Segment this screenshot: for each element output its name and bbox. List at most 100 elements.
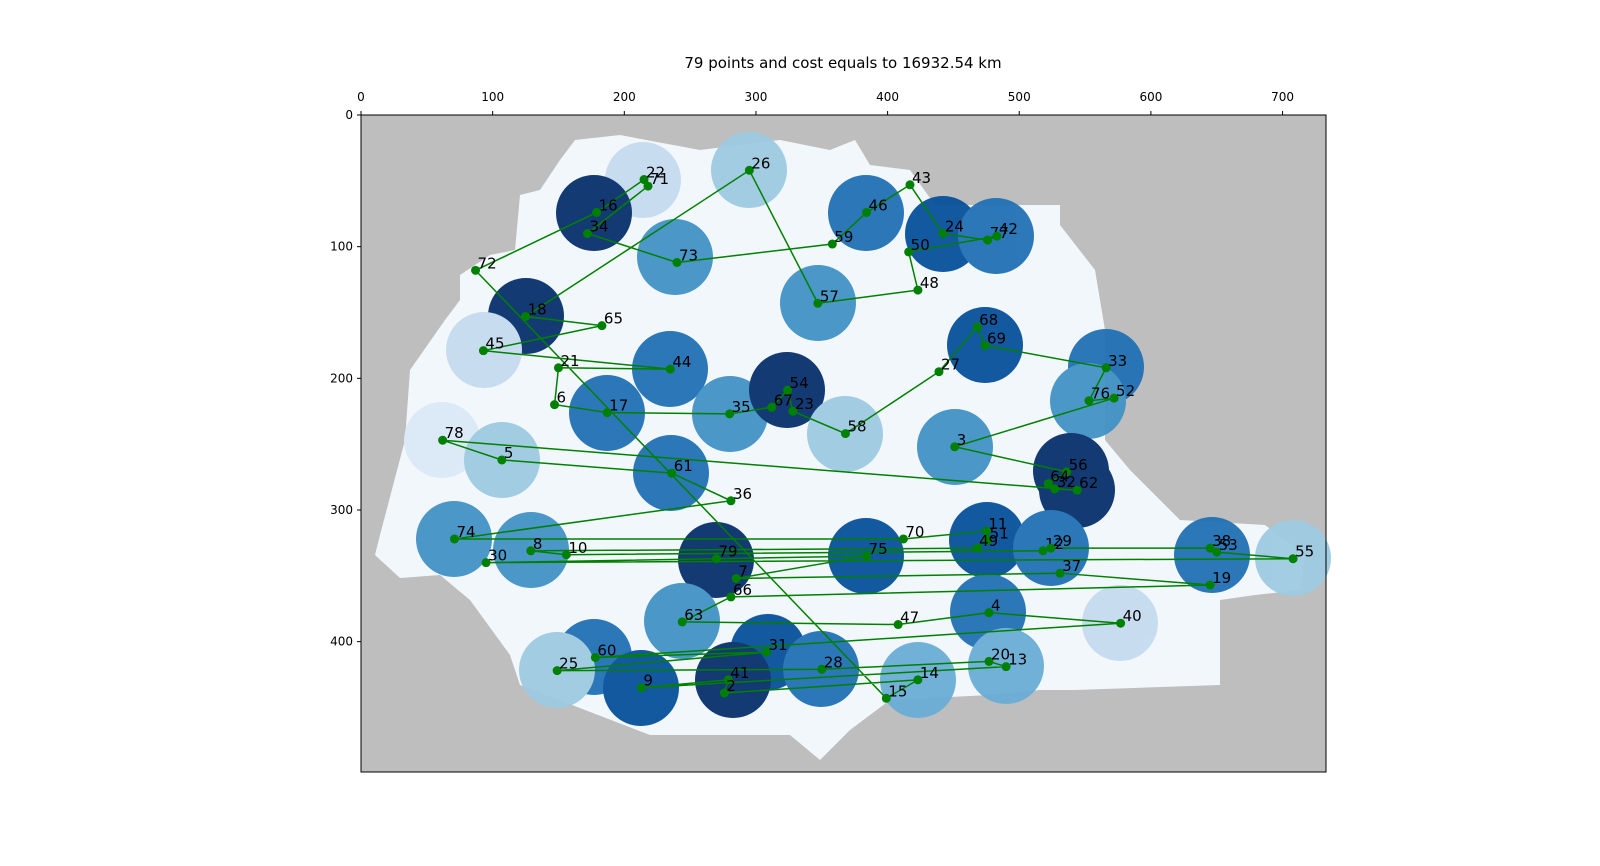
point-label: 26 <box>751 154 770 172</box>
route-point <box>667 468 677 478</box>
route-point <box>665 364 675 374</box>
point-label: 8 <box>533 535 543 553</box>
route-point <box>813 298 823 308</box>
point-label: 25 <box>559 655 578 673</box>
point-label: 68 <box>979 311 998 329</box>
route-point <box>552 666 562 676</box>
point-label: 62 <box>1079 474 1098 492</box>
point-label: 58 <box>847 418 866 436</box>
point-label: 2 <box>726 677 736 695</box>
route-point <box>761 647 771 657</box>
route-point <box>636 683 646 693</box>
coverage-circles <box>404 132 1331 726</box>
point-label: 7 <box>738 562 748 580</box>
point-label: 53 <box>1219 536 1238 554</box>
route-point <box>481 558 491 568</box>
route-point <box>938 228 948 238</box>
point-label: 5 <box>504 444 514 462</box>
point-label: 30 <box>488 547 507 565</box>
route-point <box>592 207 602 217</box>
point-label: 72 <box>478 254 497 272</box>
point-label: 70 <box>905 523 924 541</box>
route-point <box>783 385 793 395</box>
route-point <box>1101 363 1111 373</box>
point-label: 3 <box>957 431 967 449</box>
coverage-circle <box>1174 517 1250 593</box>
x-tick-label: 600 <box>1139 90 1162 104</box>
route-point <box>677 617 687 627</box>
y-tick-label: 200 <box>330 371 353 385</box>
point-label: 54 <box>790 374 809 392</box>
plot-frame <box>360 114 1327 773</box>
point-label: 14 <box>920 664 939 682</box>
route-point <box>1205 543 1215 553</box>
point-label: 52 <box>1116 382 1135 400</box>
point-label: 66 <box>733 581 752 599</box>
route-point <box>934 367 944 377</box>
x-tick-label: 500 <box>1008 90 1031 104</box>
point-label: 23 <box>795 395 814 413</box>
route-point <box>817 664 827 674</box>
route-point <box>950 442 960 452</box>
route-point <box>913 675 923 685</box>
route-point <box>1062 467 1072 477</box>
route-point <box>788 406 798 416</box>
point-label: 21 <box>560 352 579 370</box>
point-label: 43 <box>912 169 931 187</box>
point-label: 59 <box>834 228 853 246</box>
point-label: 36 <box>733 485 752 503</box>
point-label: 10 <box>568 539 587 557</box>
route-point <box>972 322 982 332</box>
point-label: 29 <box>1053 532 1072 550</box>
route-point <box>582 228 592 238</box>
point-label: 75 <box>869 540 888 558</box>
point-label: 50 <box>911 236 930 254</box>
point-label: 71 <box>650 170 669 188</box>
coverage-circle <box>637 219 713 295</box>
route-point <box>643 181 653 191</box>
point-label: 65 <box>604 310 623 328</box>
route-point <box>1084 396 1094 406</box>
point-label: 73 <box>679 246 698 264</box>
point-label: 45 <box>485 335 504 353</box>
x-tick-label: 700 <box>1271 90 1294 104</box>
route-point <box>478 346 488 356</box>
point-label: 27 <box>941 356 960 374</box>
point-label: 55 <box>1295 543 1314 561</box>
point-label: 22 <box>646 164 665 182</box>
route-point <box>1001 662 1011 672</box>
point-label: 31 <box>768 636 787 654</box>
x-tick-label: 0 <box>357 90 365 104</box>
point-label: 57 <box>820 287 839 305</box>
point-label: 37 <box>1062 557 1081 575</box>
route-point <box>719 688 729 698</box>
route-point <box>1288 554 1298 564</box>
route-point <box>590 652 600 662</box>
point-label: 15 <box>888 682 907 700</box>
point-label: 24 <box>945 217 964 235</box>
route-point <box>550 400 560 410</box>
route-point <box>983 535 993 545</box>
route-point <box>526 546 536 556</box>
route-point <box>672 257 682 267</box>
point-label: 33 <box>1108 352 1127 370</box>
coverage-circle <box>695 642 771 718</box>
route-point <box>438 435 448 445</box>
route-point <box>840 429 850 439</box>
route-point <box>471 265 481 275</box>
route-point <box>980 340 990 350</box>
route-point <box>639 175 649 185</box>
point-label: 38 <box>1212 532 1231 550</box>
point-label: 19 <box>1212 569 1231 587</box>
route-point <box>984 656 994 666</box>
x-tick-label: 200 <box>613 90 636 104</box>
point-label: 18 <box>528 300 547 318</box>
x-tick-label: 100 <box>481 90 504 104</box>
route-point <box>597 321 607 331</box>
route-point <box>1038 546 1048 556</box>
route-point <box>1205 580 1215 590</box>
point-label: 79 <box>718 543 737 561</box>
point-label: 6 <box>557 389 567 407</box>
point-label: 28 <box>824 653 843 671</box>
